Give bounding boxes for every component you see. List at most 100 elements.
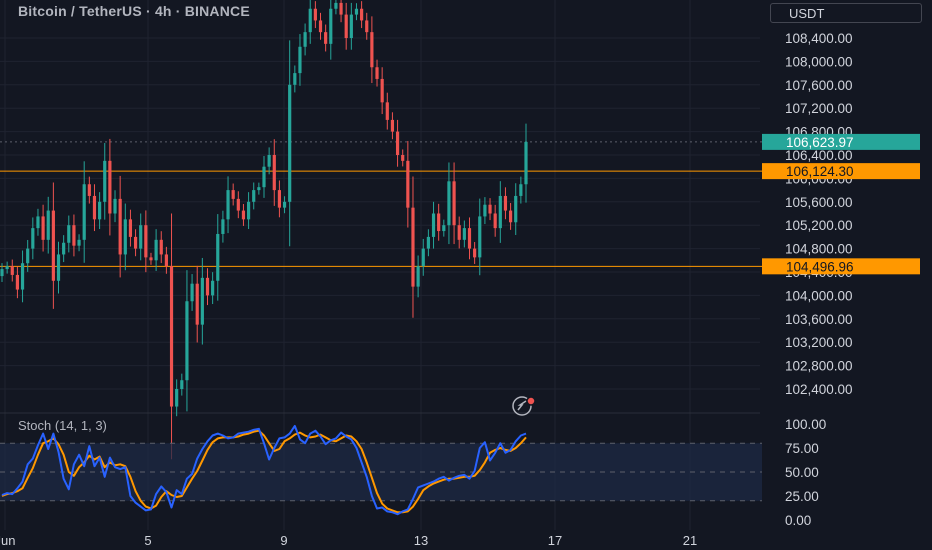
time-tick-label: 17	[548, 533, 562, 548]
stochastic-pane	[0, 424, 762, 516]
candle-body	[26, 248, 30, 264]
candle-body	[447, 181, 451, 226]
flash-icon[interactable]	[512, 396, 536, 416]
candle-body	[272, 155, 276, 191]
last-price-badge: 106,623.97	[762, 133, 920, 150]
candle-body	[375, 67, 379, 79]
candle-body	[46, 210, 50, 240]
candle-body	[128, 219, 133, 237]
level-badge-1: 106,124.30	[762, 163, 920, 180]
candle-body	[401, 155, 405, 161]
candle-body	[175, 389, 179, 407]
symbol-title: Bitcoin / TetherUS · 4h · BINANCE	[18, 3, 250, 19]
candle-body	[262, 166, 266, 188]
candle-body	[87, 184, 91, 196]
candle-body	[82, 184, 86, 240]
candle-body	[31, 228, 35, 249]
candle-body	[211, 280, 215, 296]
candle-body	[308, 8, 312, 33]
candle-body	[62, 242, 66, 255]
candle-body	[360, 8, 364, 21]
currency-selector[interactable]: USDT	[770, 3, 922, 23]
candle-body	[390, 119, 395, 132]
stoch-tick-label: 0.00	[785, 513, 811, 528]
candle-body	[508, 210, 513, 223]
price-badges: 106,623.97 106,124.30 104,496.96	[762, 133, 920, 275]
candle-body	[190, 283, 194, 302]
candle-body	[380, 78, 384, 103]
candle-body	[15, 274, 20, 290]
candle-body	[457, 225, 461, 240]
candle-body	[421, 248, 425, 267]
candle-body	[200, 277, 204, 325]
stoch-line-d	[1, 429, 527, 514]
price-tick-label: 103,200.00	[785, 335, 853, 350]
candle-body	[426, 236, 430, 249]
candle-body	[334, 2, 338, 9]
candle-body	[98, 201, 102, 220]
candle-body	[252, 190, 256, 202]
candle-body	[159, 239, 163, 255]
candle-body	[185, 301, 189, 381]
candle-body	[452, 181, 456, 226]
candle-body	[123, 219, 127, 255]
time-tick-label: 21	[683, 533, 697, 548]
candle-body	[329, 8, 333, 44]
candle-body	[10, 266, 14, 275]
candle-body	[118, 198, 122, 255]
grid-lines	[0, 0, 760, 530]
time-axis[interactable]: Jun 5 9 13 17 21	[0, 533, 697, 548]
candle-body	[103, 160, 107, 202]
candle-body	[164, 254, 168, 267]
price-axis[interactable]: 108,400.00 108,000.00 107,600.00 107,200.00…	[785, 31, 853, 397]
stoch-tick-label: 50.00	[785, 465, 819, 480]
stoch-axis[interactable]: 100.00 75.00 50.00 25.00 0.00	[785, 417, 826, 528]
level-badge-1-bg	[762, 163, 920, 180]
price-tick-label: 104,800.00	[785, 242, 853, 257]
candle-body	[282, 201, 287, 208]
candle-body	[0, 269, 4, 277]
candle-body	[139, 225, 143, 249]
stoch-title: Stoch (14, 1, 3)	[18, 418, 107, 433]
candle-body	[56, 254, 61, 281]
candle-body	[241, 210, 246, 220]
candle-body	[226, 190, 230, 220]
horizontal-levels	[0, 141, 762, 267]
candle-body	[524, 141, 528, 185]
candle-body	[385, 102, 389, 120]
level-badge-1-label: 106,124.30	[786, 164, 854, 179]
last-price-badge-bg	[762, 133, 920, 150]
candle-body	[437, 213, 441, 232]
candle-body	[277, 190, 282, 208]
candle-body	[41, 216, 45, 240]
candle-body	[442, 225, 446, 232]
price-tick-label: 103,600.00	[785, 312, 853, 327]
level-badge-2-label: 104,496.96	[786, 259, 854, 274]
last-price-badge-label: 106,623.97	[786, 135, 854, 150]
stoch-line-k	[1, 424, 527, 516]
candle-body	[519, 184, 523, 196]
candle-body	[431, 213, 436, 237]
candle-body	[231, 190, 235, 199]
candle-body	[344, 14, 348, 38]
candle-body	[246, 201, 251, 220]
candle-body	[488, 204, 492, 214]
stoch-tick-label: 75.00	[785, 441, 819, 456]
stoch-tick-label: 100.00	[785, 417, 826, 432]
candle-body	[216, 233, 220, 281]
candlestick-series	[0, 0, 528, 460]
time-tick-label: 9	[280, 533, 287, 548]
candle-body	[318, 20, 323, 33]
candle-body	[478, 216, 482, 258]
price-tick-label: 107,600.00	[785, 78, 853, 93]
candle-body	[257, 187, 261, 191]
candle-body	[154, 239, 158, 261]
candle-body	[169, 266, 174, 407]
time-tick-label: 13	[414, 533, 428, 548]
candle-body	[77, 239, 81, 246]
candle-body	[473, 248, 477, 258]
stoch-tick-label: 25.00	[785, 489, 819, 504]
candle-body	[113, 198, 117, 214]
candle-body	[370, 32, 374, 68]
